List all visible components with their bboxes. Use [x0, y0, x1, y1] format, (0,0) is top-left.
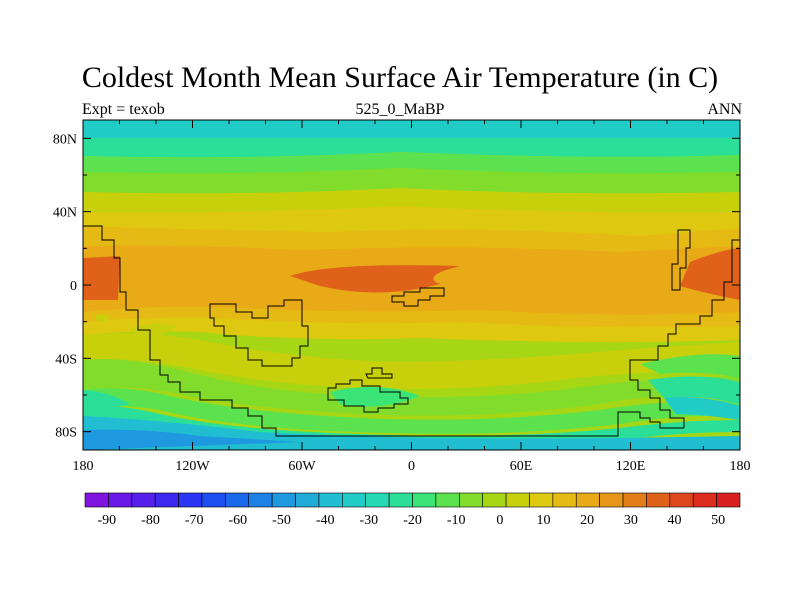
colorbar-swatch	[131, 492, 156, 508]
y-tick-label: 40N	[53, 206, 77, 221]
colorbar-swatch	[482, 492, 507, 508]
temperature-field	[83, 120, 740, 450]
colorbar-swatch	[505, 492, 530, 508]
colorbar-swatch	[365, 492, 390, 508]
colorbar-label: -60	[228, 513, 247, 528]
colorbar-swatch	[552, 492, 577, 508]
colorbar-label: 40	[668, 513, 682, 528]
colorbar-label: -40	[316, 513, 335, 528]
continent-outlines	[83, 225, 740, 437]
colorbar-swatch	[225, 492, 250, 508]
colorbar-swatch	[646, 492, 671, 508]
colorbar-swatch	[154, 492, 179, 508]
colorbar-label: 50	[711, 513, 725, 528]
colorbar	[84, 492, 741, 508]
plot-title: Coldest Month Mean Surface Air Temperatu…	[81, 61, 719, 94]
x-tick-label: 120E	[616, 459, 646, 474]
x-tick-label: 180	[73, 459, 94, 474]
coastline-east	[629, 239, 740, 428]
colorbar-swatch	[342, 492, 367, 508]
colorbar-label: -30	[359, 513, 378, 528]
continent-east-outline	[209, 299, 309, 367]
colorbar-labels: -90 -80 -70 -60 -50 -40 -30 -20 -10 0 10 20 30 40 50	[97, 513, 725, 528]
colorbar-swatch	[295, 492, 320, 508]
colorbar-label: 20	[580, 513, 594, 528]
axis-tick-labels: 180 120W 60W 0 60E 120E 180 80N 40N 0 40S 80S	[53, 132, 751, 474]
time-label: 525_0_MaBP	[355, 101, 445, 118]
colorbar-label: 30	[624, 513, 638, 528]
colorbar-label: -90	[97, 513, 116, 528]
island-south-small-outline	[365, 367, 393, 379]
colorbar-label: -70	[185, 513, 204, 528]
colorbar-swatch	[248, 492, 273, 508]
x-tick-label: 120W	[175, 459, 210, 474]
coastline-west	[83, 225, 684, 437]
axis-ticks	[82, 120, 741, 450]
x-tick-label: 0	[408, 459, 415, 474]
y-tick-label: 80N	[53, 132, 77, 147]
colorbar-swatch	[716, 492, 741, 508]
north-strip-outline	[671, 229, 691, 291]
x-tick-label: 60W	[288, 459, 316, 474]
colorbar-swatch	[201, 492, 226, 508]
x-tick-label: 180	[730, 459, 751, 474]
colorbar-swatch	[575, 492, 600, 508]
colorbar-swatch	[271, 492, 296, 508]
colorbar-swatch	[622, 492, 647, 508]
y-tick-label: 80S	[55, 426, 77, 441]
colorbar-label: -20	[403, 513, 422, 528]
x-tick-label: 60E	[510, 459, 533, 474]
colorbar-swatch	[692, 492, 717, 508]
colorbar-swatch	[178, 492, 203, 508]
colorbar-swatch	[108, 492, 133, 508]
season-label: ANN	[707, 101, 742, 118]
colorbar-label: 10	[537, 513, 551, 528]
colorbar-swatch	[388, 492, 413, 508]
colorbar-label: 0	[496, 513, 503, 528]
colorbar-label: -50	[272, 513, 291, 528]
colorbar-swatch	[435, 492, 460, 508]
colorbar-swatch	[318, 492, 343, 508]
colorbar-swatch	[412, 492, 437, 508]
colorbar-swatch	[529, 492, 554, 508]
colorbar-swatch	[599, 492, 624, 508]
island-south-outline	[327, 379, 409, 413]
colorbar-swatch	[84, 492, 109, 508]
colorbar-swatch	[669, 492, 694, 508]
colorbar-label: -80	[141, 513, 160, 528]
y-tick-label: 0	[70, 279, 77, 294]
island-equator-outline	[391, 287, 445, 307]
experiment-label: Expt = texob	[82, 101, 165, 118]
y-tick-label: 40S	[55, 352, 77, 367]
colorbar-swatch	[458, 492, 483, 508]
colorbar-label: -10	[447, 513, 466, 528]
